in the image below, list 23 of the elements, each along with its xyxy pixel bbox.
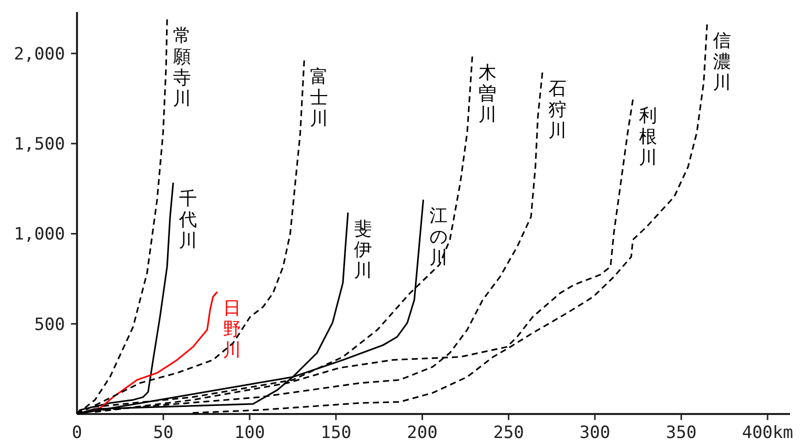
y-tick-label: 2,000 xyxy=(14,44,65,64)
series-label: 斐伊川 xyxy=(354,218,372,282)
y-tick-label: 1,500 xyxy=(14,134,65,155)
x-tick-label: 200 xyxy=(406,423,438,443)
x-tick-label: 100 xyxy=(234,423,265,443)
series-label: 常願寺川 xyxy=(173,25,192,110)
x-tick-label: 50 xyxy=(153,423,174,443)
series-label: 石狩川 xyxy=(548,78,566,142)
x-tick-label: 400km xyxy=(742,423,794,443)
series-label: 富士川 xyxy=(310,66,328,130)
series-label: 日野川 xyxy=(223,298,242,361)
series-label: 木曽川 xyxy=(478,62,496,126)
series-label: 江の川 xyxy=(429,206,448,269)
series-label: 利根川 xyxy=(638,106,657,169)
y-tick-label: 500 xyxy=(34,314,65,335)
x-tick-label: 300 xyxy=(580,423,610,443)
x-tick-label: 150 xyxy=(320,423,352,443)
y-tick-label: 1,000 xyxy=(14,224,65,245)
x-tick-label: 350 xyxy=(666,423,697,443)
series-label: 千代川 xyxy=(178,188,198,252)
x-tick-label: 0 xyxy=(72,423,82,443)
series-label: 信濃川 xyxy=(713,30,732,94)
x-tick-label: 250 xyxy=(493,423,524,443)
